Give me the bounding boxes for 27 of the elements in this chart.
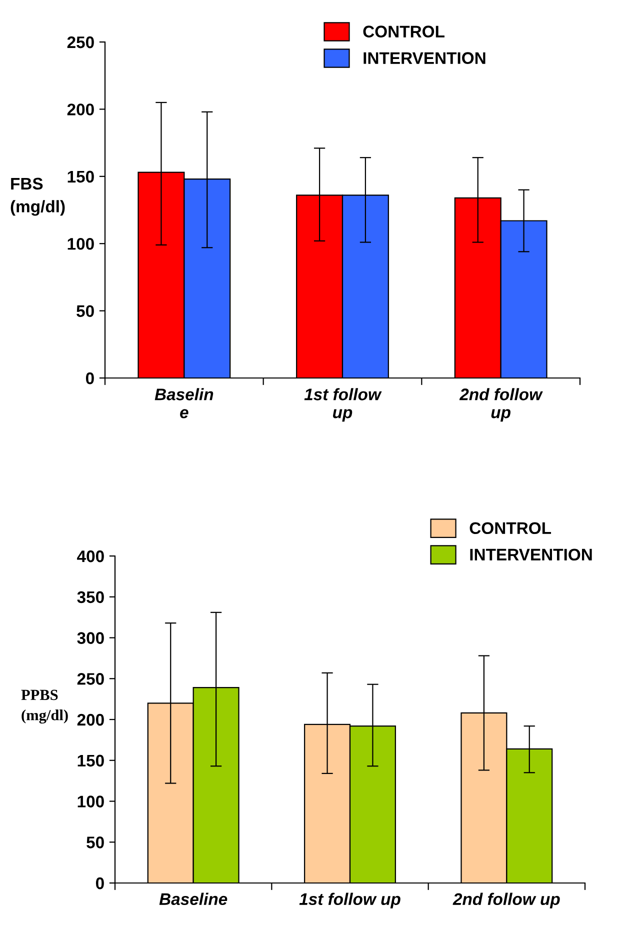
y-tick-label: 100 [78,796,104,808]
y-tick-label: 200 [67,104,94,116]
legend-label: INTERVENTION [364,52,486,64]
y-tick-label: 50 [86,836,104,848]
legend-label: INTERVENTION [470,548,592,561]
y-tick-label: 150 [68,170,94,183]
x-tick-label: 2nd follow up [459,388,543,422]
y-tick-label: 0 [96,877,104,890]
y-tick-label: 400 [77,550,104,562]
x-tick-label: Baselin e [154,388,214,418]
y-tick-label: 200 [77,714,104,726]
y-tick-label: 0 [86,372,94,384]
x-tick-label: 2nd follow up [452,892,560,908]
y-tick-label: 50 [76,305,94,318]
y-tick-label: 100 [68,238,94,250]
x-tick-label: 1st follow up [299,892,400,908]
x-tick-label: Baseline [159,892,228,906]
legend-label: CONTROL [363,26,444,38]
y-tick-label: 350 [77,591,104,604]
legend-label: CONTROL [470,522,552,534]
y-tick-label: 250 [77,673,104,685]
y-tick-label: 250 [67,36,94,48]
y-tick-label: 150 [78,754,104,767]
x-tick-label: 1st follow up [304,388,382,422]
y-tick-label: 300 [77,632,104,644]
y-axis-title: PPBS (mg/dl) [21,690,68,724]
y-axis-title: FBS (mg/dl) [10,178,65,216]
